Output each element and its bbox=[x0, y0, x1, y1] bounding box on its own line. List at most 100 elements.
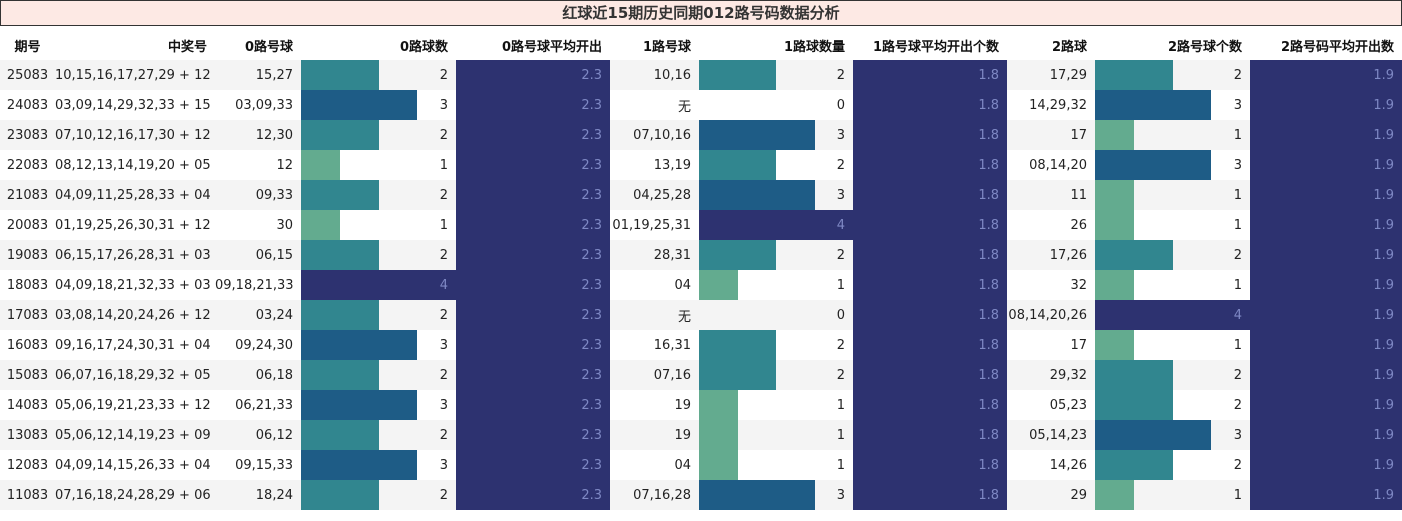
issue-cell: 15083 bbox=[0, 360, 55, 390]
header-issue: 期号 bbox=[14, 40, 41, 55]
header-route1-count: 1路球数量 bbox=[783, 40, 845, 55]
header-route0-count: 0路球数 bbox=[399, 40, 448, 55]
route0-count-cell: 4 bbox=[301, 270, 456, 300]
header-winning-numbers: 中奖号 bbox=[167, 40, 207, 55]
route2-balls-cell: 11 bbox=[1007, 180, 1095, 210]
route1-count-bar bbox=[699, 360, 776, 390]
route0-count: 2 bbox=[439, 187, 448, 203]
route2-count: 3 bbox=[1233, 157, 1242, 173]
route1-average-cell: 1.8 bbox=[853, 210, 1007, 240]
route1-count-bar bbox=[699, 420, 738, 450]
route0-count: 4 bbox=[439, 277, 448, 293]
route0-average-cell: 2.3 bbox=[456, 60, 610, 90]
header-route0-average: 0路号球平均开出 bbox=[501, 40, 602, 55]
route1-average-cell: 1.8 bbox=[853, 90, 1007, 120]
route2-balls-cell: 29,32 bbox=[1007, 360, 1095, 390]
route2-count-cell: 3 bbox=[1095, 420, 1250, 450]
route2-count-cell: 1 bbox=[1095, 330, 1250, 360]
route1-balls-cell: 无 bbox=[610, 90, 699, 120]
route0-balls-cell: 03,24 bbox=[215, 300, 301, 330]
route1-count: 2 bbox=[836, 337, 845, 353]
route0-count: 3 bbox=[439, 457, 448, 473]
route1-count-cell: 1 bbox=[699, 270, 853, 300]
route2-count-bar bbox=[1095, 420, 1212, 450]
route0-average-cell: 2.3 bbox=[456, 90, 610, 120]
route0-balls-cell: 09,18,21,33 bbox=[215, 270, 301, 300]
route0-average-cell: 2.3 bbox=[456, 390, 610, 420]
route0-count: 3 bbox=[439, 337, 448, 353]
issue-cell: 20083 bbox=[0, 210, 55, 240]
route2-count-bar bbox=[1095, 150, 1212, 180]
route1-count-cell: 2 bbox=[699, 60, 853, 90]
route0-average-cell: 2.3 bbox=[456, 480, 610, 510]
route2-count-bar bbox=[1095, 180, 1134, 210]
route0-count-bar bbox=[301, 90, 418, 120]
table-row: 25083 10,15,16,17,27,29 + 12 15,27 2 2.3 10,1… bbox=[0, 60, 1402, 90]
route1-count: 1 bbox=[836, 397, 845, 413]
route1-count: 3 bbox=[836, 127, 845, 143]
header-route2-count: 2路号球个数 bbox=[1167, 40, 1242, 55]
route1-count: 3 bbox=[836, 487, 845, 503]
route1-balls-cell: 无 bbox=[610, 300, 699, 330]
route2-balls-cell: 08,14,20 bbox=[1007, 150, 1095, 180]
route1-count-cell: 3 bbox=[699, 120, 853, 150]
route1-count: 2 bbox=[836, 367, 845, 383]
winning-numbers-cell: 09,16,17,24,30,31 + 04 bbox=[55, 330, 215, 360]
route1-count: 0 bbox=[836, 97, 845, 113]
route2-count: 2 bbox=[1233, 397, 1242, 413]
route0-count-cell: 2 bbox=[301, 480, 456, 510]
route2-count-bar bbox=[1095, 360, 1173, 390]
route2-count-cell: 1 bbox=[1095, 210, 1250, 240]
header-route1-balls: 1路号球 bbox=[642, 40, 691, 55]
route1-count-cell: 0 bbox=[699, 90, 853, 120]
route2-count-cell: 2 bbox=[1095, 390, 1250, 420]
route1-balls-cell: 04 bbox=[610, 270, 699, 300]
route1-average-cell: 1.8 bbox=[853, 240, 1007, 270]
route0-count: 2 bbox=[439, 367, 448, 383]
route2-balls-cell: 17 bbox=[1007, 330, 1095, 360]
route2-balls-cell: 26 bbox=[1007, 210, 1095, 240]
route0-balls-cell: 06,21,33 bbox=[215, 390, 301, 420]
route2-count: 2 bbox=[1233, 457, 1242, 473]
route0-average-cell: 2.3 bbox=[456, 270, 610, 300]
route0-count-cell: 3 bbox=[301, 330, 456, 360]
route1-count: 2 bbox=[836, 67, 845, 83]
route2-average-cell: 1.9 bbox=[1250, 360, 1402, 390]
route0-count-cell: 2 bbox=[301, 60, 456, 90]
route1-average-cell: 1.8 bbox=[853, 60, 1007, 90]
route1-count: 1 bbox=[836, 457, 845, 473]
route0-count: 1 bbox=[439, 217, 448, 233]
route0-count-cell: 2 bbox=[301, 360, 456, 390]
route0-count: 2 bbox=[439, 427, 448, 443]
winning-numbers-cell: 07,16,18,24,28,29 + 06 bbox=[55, 480, 215, 510]
route0-average-cell: 2.3 bbox=[456, 360, 610, 390]
route1-balls-cell: 04 bbox=[610, 450, 699, 480]
route2-balls-cell: 17 bbox=[1007, 120, 1095, 150]
route0-count-bar bbox=[301, 450, 418, 480]
route1-count-bar bbox=[699, 150, 776, 180]
issue-cell: 21083 bbox=[0, 180, 55, 210]
winning-numbers-cell: 03,09,14,29,32,33 + 15 bbox=[55, 90, 215, 120]
route1-balls-cell: 04,25,28 bbox=[610, 180, 699, 210]
route2-count-bar bbox=[1095, 240, 1173, 270]
winning-numbers-cell: 08,12,13,14,19,20 + 05 bbox=[55, 150, 215, 180]
route0-average-cell: 2.3 bbox=[456, 180, 610, 210]
route1-average-cell: 1.8 bbox=[853, 420, 1007, 450]
route0-average-cell: 2.3 bbox=[456, 450, 610, 480]
winning-numbers-cell: 06,15,17,26,28,31 + 03 bbox=[55, 240, 215, 270]
route0-average-cell: 2.3 bbox=[456, 210, 610, 240]
route2-count: 4 bbox=[1233, 307, 1242, 323]
header-row: 期号 中奖号 0路号球 0路球数 0路号球平均开出 1路号球 1路球数量 1路号… bbox=[0, 31, 1402, 60]
issue-cell: 18083 bbox=[0, 270, 55, 300]
route1-balls-cell: 01,19,25,31 bbox=[610, 210, 699, 240]
winning-numbers-cell: 04,09,14,15,26,33 + 04 bbox=[55, 450, 215, 480]
route0-balls-cell: 18,24 bbox=[215, 480, 301, 510]
route0-balls-cell: 30 bbox=[215, 210, 301, 240]
route2-balls-cell: 32 bbox=[1007, 270, 1095, 300]
route1-count-bar bbox=[699, 480, 815, 510]
route1-average-cell: 1.8 bbox=[853, 360, 1007, 390]
route1-count-cell: 3 bbox=[699, 480, 853, 510]
route2-count: 1 bbox=[1233, 127, 1242, 143]
issue-cell: 23083 bbox=[0, 120, 55, 150]
route2-balls-cell: 08,14,20,26 bbox=[1007, 300, 1095, 330]
